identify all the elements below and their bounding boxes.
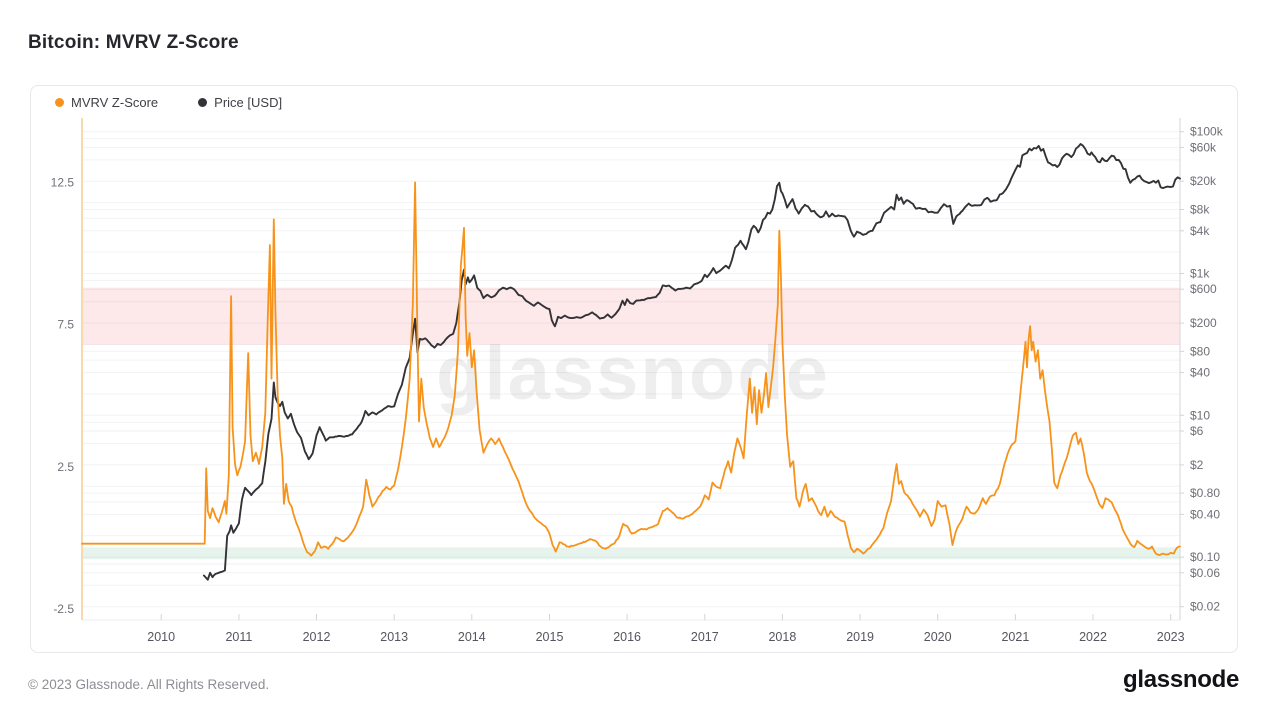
- right-axis-tick-label: $8k: [1190, 203, 1210, 217]
- x-axis-year-label: 2012: [303, 630, 331, 644]
- page-title: Bitcoin: MVRV Z-Score: [28, 32, 239, 53]
- right-axis-tick-label: $80: [1190, 344, 1210, 358]
- right-axis-tick-label: $20k: [1190, 174, 1217, 188]
- glassnode-logo[interactable]: glassnode: [1123, 666, 1239, 693]
- x-axis-year-label: 2023: [1157, 630, 1185, 644]
- right-axis-tick-label: $0.02: [1190, 600, 1220, 614]
- right-axis-tick-label: $4k: [1190, 224, 1210, 238]
- right-axis-tick-label: $1k: [1190, 267, 1210, 281]
- x-axis-year-label: 2020: [924, 630, 952, 644]
- legend-item-price-usd[interactable]: Price [USD]: [198, 95, 282, 110]
- x-axis-year-label: 2013: [380, 630, 408, 644]
- right-axis-tick-label: $0.06: [1190, 566, 1220, 580]
- x-axis-year-label: 2018: [768, 630, 796, 644]
- price-line: [202, 143, 1181, 581]
- x-axis-year-label: 2022: [1079, 630, 1107, 644]
- legend-label: Price [USD]: [214, 95, 283, 110]
- right-axis-tick-label: $600: [1190, 282, 1217, 296]
- glassnode-watermark: glassnode: [436, 331, 830, 416]
- left-axis-tick-label: 12.5: [51, 175, 75, 189]
- threshold-bands: [82, 287, 1180, 560]
- x-axis-year-label: 2019: [846, 630, 874, 644]
- left-axis-tick-label: 7.5: [57, 318, 74, 332]
- right-axis-tick-label: $0.10: [1190, 550, 1220, 564]
- x-axis-year-label: 2014: [458, 630, 486, 644]
- chart-legend: MVRV Z-Score Price [USD]: [55, 95, 282, 110]
- axes: 2010 2011 2012 2013 2014 2015 2016 2017 2018 2019…: [51, 118, 1224, 644]
- x-axis-year-label: 2011: [225, 630, 252, 644]
- overvalued-zone: [82, 287, 1180, 345]
- x-axis-year-label: 2017: [691, 630, 719, 644]
- left-axis-tick-label: 2.5: [57, 460, 74, 474]
- mvrv-series-dot-icon: [55, 98, 64, 107]
- gridlines: [82, 131, 1180, 608]
- legend-label: MVRV Z-Score: [71, 95, 159, 110]
- right-axis-tick-label: $2: [1190, 458, 1204, 472]
- left-axis-tick-label: -2.5: [53, 602, 74, 616]
- right-axis-tick-label: $60k: [1190, 140, 1217, 154]
- x-axis-year-label: 2010: [147, 630, 175, 644]
- x-axis-year-label: 2016: [613, 630, 641, 644]
- right-axis-tick-label: $200: [1190, 316, 1217, 330]
- series: [81, 143, 1181, 581]
- right-axis-tick-label: $0.40: [1190, 507, 1220, 521]
- footer-copyright: © 2023 Glassnode. All Rights Reserved.: [28, 677, 270, 692]
- x-axis-year-label: 2015: [536, 630, 564, 644]
- right-axis-tick-label: $10: [1190, 408, 1210, 422]
- right-axis-tick-label: $6: [1190, 424, 1204, 438]
- price-series-dot-icon: [198, 98, 208, 107]
- mvrv-zscore-line: [81, 181, 1181, 557]
- x-axis-year-label: 2021: [1001, 630, 1029, 644]
- legend-item-mvrv-z-score[interactable]: MVRV Z-Score: [55, 95, 158, 110]
- right-axis-tick-label: $40: [1190, 366, 1210, 380]
- undervalued-zone: [82, 547, 1180, 560]
- right-axis-tick-label: $100k: [1190, 125, 1224, 139]
- right-axis-tick-label: $0.80: [1190, 486, 1220, 500]
